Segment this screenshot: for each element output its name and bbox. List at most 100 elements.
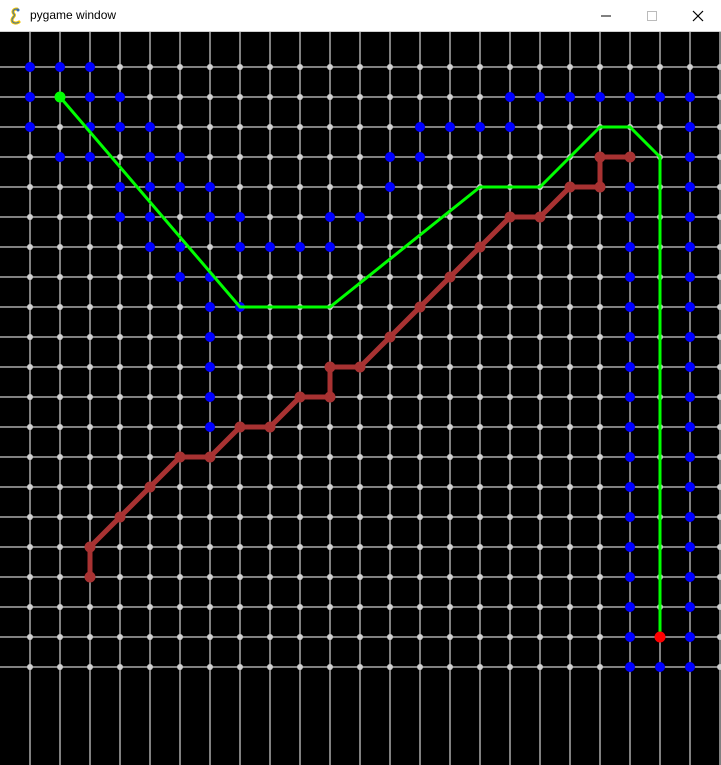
grid-node bbox=[357, 544, 363, 550]
grid-node bbox=[327, 484, 333, 490]
grid-node bbox=[57, 124, 63, 130]
grid-node bbox=[297, 484, 303, 490]
grid-node bbox=[327, 604, 333, 610]
grid-node bbox=[147, 94, 153, 100]
grid-node bbox=[27, 154, 33, 160]
grid-node bbox=[537, 424, 543, 430]
visited-node bbox=[205, 212, 215, 222]
visited-node bbox=[625, 422, 635, 432]
explored-path-node bbox=[294, 391, 306, 403]
grid-node bbox=[147, 64, 153, 70]
grid-node bbox=[597, 304, 603, 310]
grid-node bbox=[417, 574, 423, 580]
grid-node bbox=[57, 304, 63, 310]
grid-node bbox=[507, 334, 513, 340]
grid-node bbox=[327, 64, 333, 70]
visited-node bbox=[175, 242, 185, 252]
explored-path-node bbox=[84, 571, 96, 583]
grid-node bbox=[327, 544, 333, 550]
grid-node bbox=[327, 94, 333, 100]
close-button[interactable] bbox=[675, 0, 721, 32]
grid-node bbox=[597, 364, 603, 370]
grid-node bbox=[297, 124, 303, 130]
grid-node bbox=[207, 64, 213, 70]
visited-node bbox=[655, 92, 665, 102]
grid-node bbox=[117, 544, 123, 550]
grid-node bbox=[537, 274, 543, 280]
grid-node bbox=[537, 574, 543, 580]
visited-node bbox=[685, 182, 695, 192]
grid-node bbox=[207, 484, 213, 490]
grid-node bbox=[507, 664, 513, 670]
grid-node bbox=[87, 274, 93, 280]
grid-node bbox=[147, 454, 153, 460]
maximize-button[interactable] bbox=[629, 0, 675, 32]
grid-node bbox=[507, 424, 513, 430]
explored-path-node bbox=[564, 181, 576, 193]
grid-node bbox=[477, 484, 483, 490]
grid-node bbox=[567, 64, 573, 70]
grid-node bbox=[297, 364, 303, 370]
grid-node bbox=[57, 244, 63, 250]
visited-node bbox=[685, 92, 695, 102]
grid-node bbox=[327, 154, 333, 160]
grid-node bbox=[357, 154, 363, 160]
grid-node bbox=[87, 364, 93, 370]
game-canvas[interactable] bbox=[0, 32, 721, 765]
visited-node bbox=[115, 212, 125, 222]
grid-node bbox=[477, 574, 483, 580]
grid-node bbox=[27, 184, 33, 190]
grid-node bbox=[417, 544, 423, 550]
visited-node bbox=[175, 272, 185, 282]
minimize-button[interactable] bbox=[583, 0, 629, 32]
explored-path-node bbox=[594, 181, 606, 193]
grid-node bbox=[147, 424, 153, 430]
grid-node bbox=[597, 664, 603, 670]
grid-node bbox=[297, 184, 303, 190]
grid-node bbox=[537, 124, 543, 130]
grid-node bbox=[27, 274, 33, 280]
grid-node bbox=[207, 124, 213, 130]
grid-node bbox=[417, 364, 423, 370]
grid-node bbox=[537, 634, 543, 640]
grid-node bbox=[567, 394, 573, 400]
grid-node bbox=[357, 274, 363, 280]
grid-node bbox=[567, 664, 573, 670]
grid-node bbox=[357, 244, 363, 250]
grid-node bbox=[447, 244, 453, 250]
visited-node bbox=[145, 212, 155, 222]
grid-node bbox=[537, 604, 543, 610]
grid-node bbox=[447, 334, 453, 340]
grid-node bbox=[177, 514, 183, 520]
grid-node bbox=[387, 604, 393, 610]
pathfinding-grid[interactable] bbox=[0, 32, 721, 765]
grid-node bbox=[147, 664, 153, 670]
grid-node bbox=[567, 334, 573, 340]
visited-node bbox=[325, 212, 335, 222]
title-bar[interactable]: pygame window bbox=[0, 0, 721, 32]
visited-node bbox=[145, 152, 155, 162]
grid-node bbox=[357, 664, 363, 670]
grid-node bbox=[417, 214, 423, 220]
visited-node bbox=[625, 242, 635, 252]
maximize-icon bbox=[647, 11, 657, 21]
grid-node bbox=[357, 94, 363, 100]
grid-node bbox=[447, 64, 453, 70]
visited-node bbox=[625, 572, 635, 582]
visited-node bbox=[685, 242, 695, 252]
grid-node bbox=[147, 394, 153, 400]
visited-node bbox=[685, 632, 695, 642]
grid-node bbox=[327, 634, 333, 640]
grid-node bbox=[387, 514, 393, 520]
grid-node bbox=[507, 574, 513, 580]
grid-node bbox=[87, 394, 93, 400]
grid-node bbox=[477, 454, 483, 460]
grid-node bbox=[267, 64, 273, 70]
grid-node bbox=[57, 274, 63, 280]
grid-node bbox=[297, 514, 303, 520]
visited-node bbox=[205, 362, 215, 372]
grid-node bbox=[207, 574, 213, 580]
visited-node bbox=[685, 272, 695, 282]
grid-node bbox=[27, 664, 33, 670]
grid-node bbox=[477, 304, 483, 310]
